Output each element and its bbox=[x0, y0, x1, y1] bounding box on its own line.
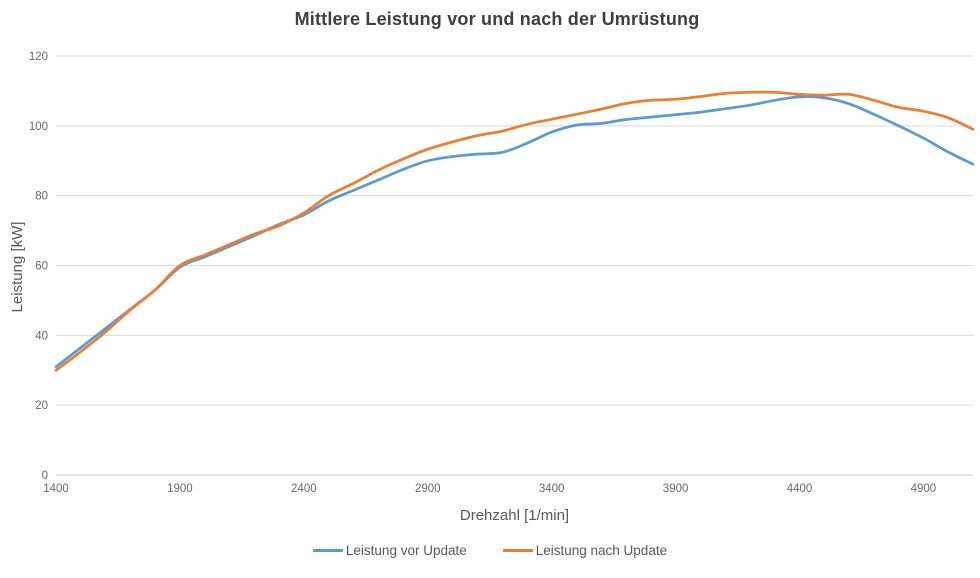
legend-item-nach-update: Leistung nach Update bbox=[502, 543, 668, 558]
legend-item-vor-update: Leistung vor Update bbox=[312, 543, 467, 558]
x-tick-label: 4400 bbox=[787, 483, 813, 495]
x-tick-label: 4900 bbox=[911, 483, 937, 495]
x-tick-label: 2900 bbox=[415, 483, 441, 495]
chart-title: Mittlere Leistung vor und nach der Umrüs… bbox=[294, 9, 700, 29]
y-axis-title: Leistung [kW] bbox=[9, 221, 26, 313]
y-tick-label: 40 bbox=[35, 330, 48, 342]
series-line-vor-update bbox=[54, 95, 975, 369]
x-tick-label: 1400 bbox=[43, 483, 69, 495]
y-tick-label: 0 bbox=[42, 470, 48, 482]
y-tick-label: 80 bbox=[35, 191, 48, 203]
series-line-nach-update bbox=[54, 90, 975, 372]
y-tick-label: 100 bbox=[29, 121, 48, 133]
x-axis-title: Drehzahl [1/min] bbox=[459, 507, 570, 524]
legend: Leistung vor Update Leistung nach Update bbox=[0, 543, 980, 558]
legend-label-vor-update: Leistung vor Update bbox=[345, 543, 467, 558]
x-tick-label: 2400 bbox=[291, 483, 317, 495]
legend-swatch-nach-update-line bbox=[502, 549, 533, 552]
y-tick-label: 120 bbox=[29, 51, 48, 63]
x-tick-label: 3400 bbox=[539, 483, 565, 495]
legend-label-nach-update: Leistung nach Update bbox=[535, 543, 668, 558]
y-tick-label: 60 bbox=[35, 261, 48, 273]
y-tick-label: 20 bbox=[35, 400, 48, 412]
x-tick-label: 1900 bbox=[167, 483, 193, 495]
legend-swatch-vor-update-line bbox=[312, 549, 343, 552]
x-tick-label: 3900 bbox=[663, 483, 689, 495]
